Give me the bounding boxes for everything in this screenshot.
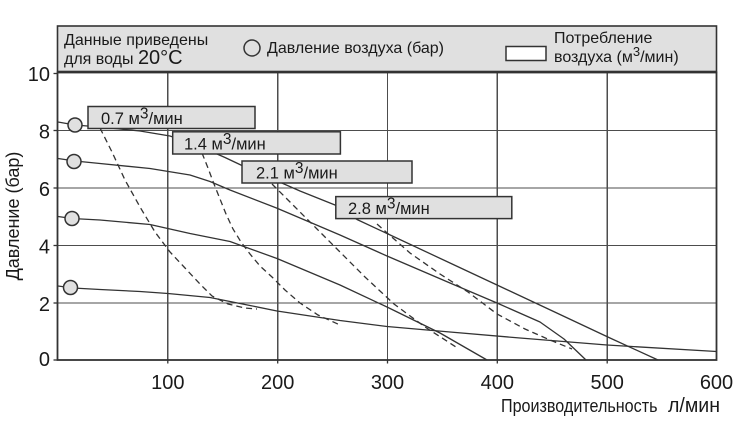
svg-text:400: 400 bbox=[481, 372, 514, 394]
svg-text:Потребление: Потребление bbox=[554, 30, 652, 47]
svg-text:2.8 м3/мин: 2.8 м3/мин bbox=[348, 196, 430, 219]
svg-text:Давление (бар): Давление (бар) bbox=[3, 152, 23, 281]
svg-text:1.4 м3/мин: 1.4 м3/мин bbox=[184, 131, 266, 154]
svg-text:для воды 20°C: для воды 20°C bbox=[64, 47, 183, 69]
svg-text:200: 200 bbox=[261, 372, 294, 394]
svg-text:10: 10 bbox=[28, 64, 50, 86]
svg-text:Давление воздуха (бар): Давление воздуха (бар) bbox=[267, 40, 444, 57]
svg-text:300: 300 bbox=[371, 372, 404, 394]
svg-text:600: 600 bbox=[700, 372, 733, 394]
svg-text:2: 2 bbox=[39, 294, 50, 316]
svg-text:Производительность: Производительность bbox=[501, 395, 658, 416]
svg-text:воздуха (м3/мин): воздуха (м3/мин) bbox=[554, 44, 679, 66]
svg-text:Данные приведены: Данные приведены bbox=[64, 32, 208, 49]
svg-text:0.7 м3/мин: 0.7 м3/мин bbox=[101, 106, 183, 129]
svg-text:0: 0 bbox=[39, 349, 50, 371]
svg-text:4: 4 bbox=[39, 237, 50, 259]
svg-text:л/мин: л/мин bbox=[668, 395, 720, 417]
svg-text:500: 500 bbox=[591, 372, 624, 394]
svg-text:6: 6 bbox=[39, 179, 50, 201]
svg-text:100: 100 bbox=[151, 372, 184, 394]
svg-text:8: 8 bbox=[39, 122, 50, 144]
svg-text:2.1 м3/мин: 2.1 м3/мин bbox=[256, 160, 338, 183]
